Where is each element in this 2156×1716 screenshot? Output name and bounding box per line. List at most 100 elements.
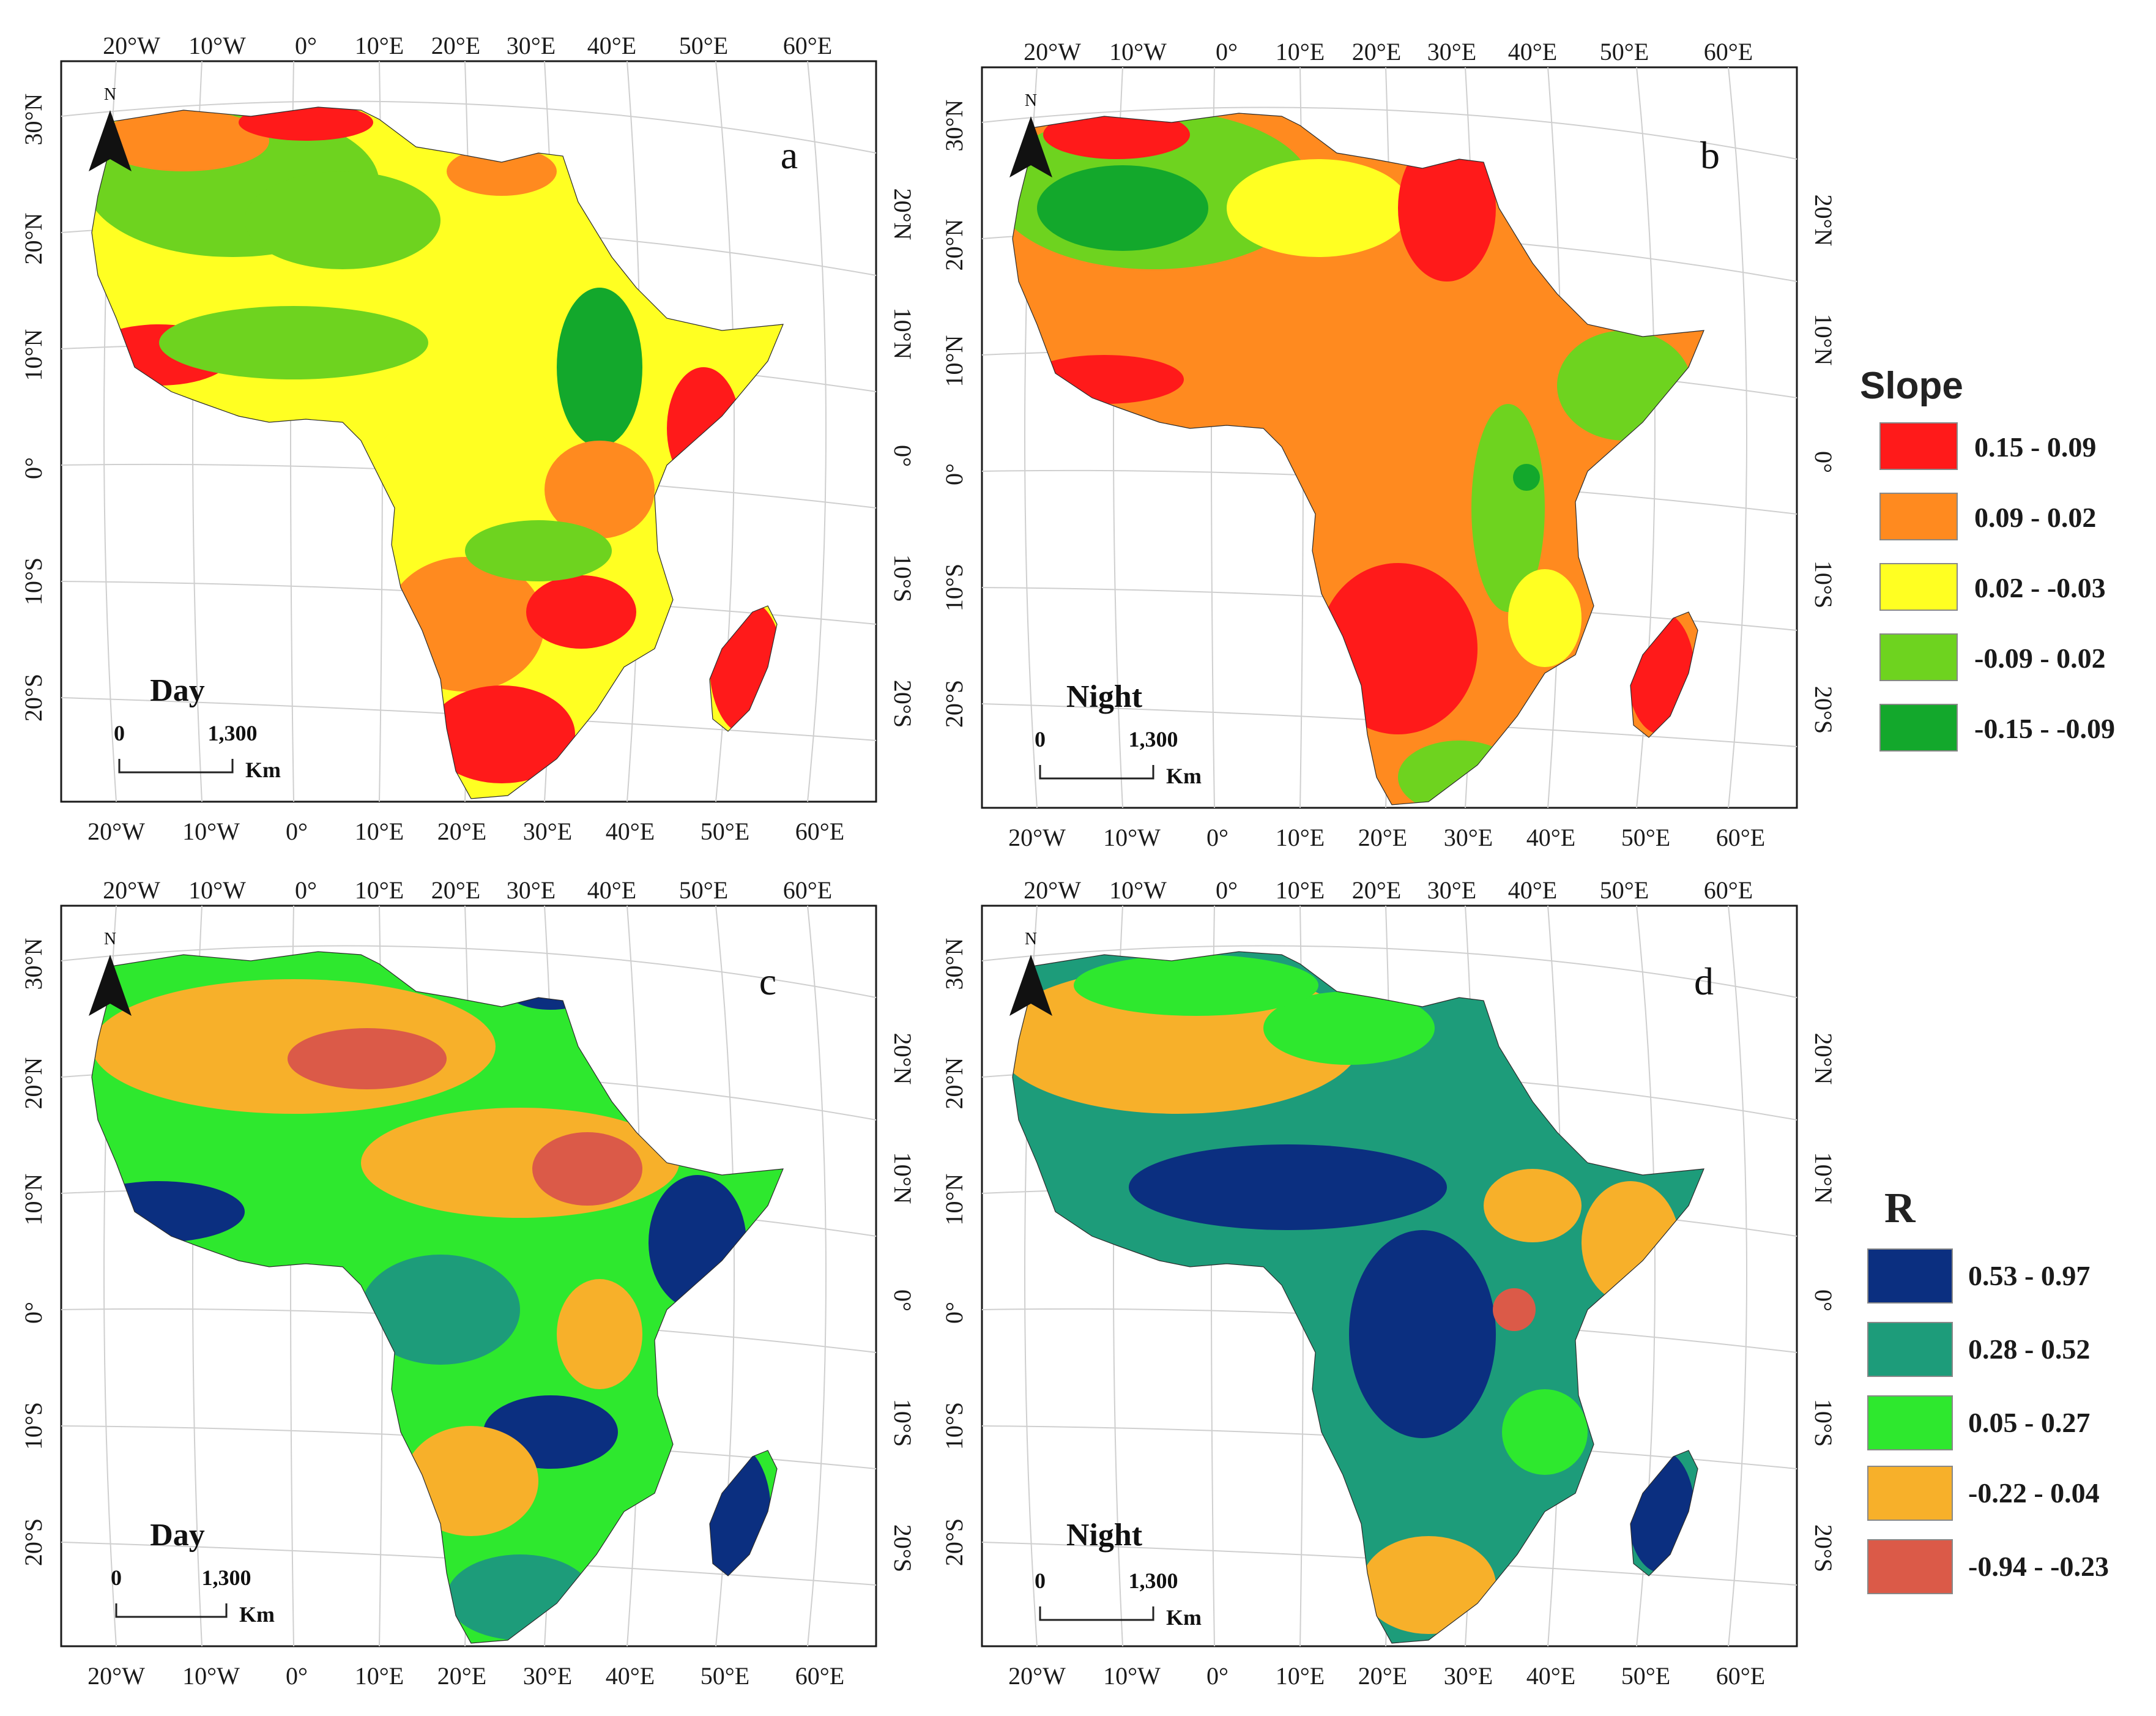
legend-swatch bbox=[1867, 1248, 1953, 1304]
tick-label: 20°W bbox=[103, 32, 160, 59]
legend-swatch bbox=[1867, 1466, 1953, 1521]
tick-label: 20°S bbox=[20, 1518, 47, 1566]
tick-label: 10°W bbox=[1109, 38, 1167, 65]
right-tick-labels: 20°N 10°N 0° 10°S 20°S bbox=[889, 188, 916, 728]
raster-patch bbox=[404, 1426, 538, 1536]
tick-label: 20°E bbox=[431, 32, 480, 59]
top-tick-labels: 20°W 10°W 0° 10°E 20°E 30°E 40°E 50°E 60°E bbox=[103, 876, 832, 904]
legend-label: -0.22 - 0.04 bbox=[1968, 1477, 2100, 1509]
tick-label: 20°W bbox=[1024, 876, 1081, 904]
tick-label: 20°E bbox=[1352, 876, 1401, 904]
tick-label: 60°E bbox=[1716, 824, 1765, 851]
top-tick-labels: 20°W 10°W 0° 10°E 20°E 30°E 40°E 50°E 60°E bbox=[1024, 38, 1753, 65]
tick-label: 0° bbox=[286, 1662, 308, 1690]
tick-label: 30°E bbox=[1444, 824, 1493, 851]
tick-label: 20°W bbox=[1008, 824, 1066, 851]
scale-distance: 1,300 bbox=[1129, 727, 1178, 752]
tick-label: 10°W bbox=[182, 1662, 240, 1690]
map-panel-a: 20°W 10°W 0° 10°E 20°E 30°E 40°E 50°E 60°E 20°W 1… bbox=[0, 0, 916, 857]
tick-label: 0° bbox=[1216, 38, 1238, 65]
tick-label: 10°E bbox=[1276, 38, 1325, 65]
tick-label: 20°S bbox=[1810, 686, 1837, 734]
raster-patch bbox=[1502, 1389, 1588, 1475]
tick-label: 10°E bbox=[355, 1662, 404, 1690]
left-tick-labels: 30°N 20°N 10°N 0° 10°S 20°S bbox=[940, 938, 968, 1567]
scale-unit: Km bbox=[1166, 764, 1202, 788]
tick-label: 10°N bbox=[940, 335, 968, 387]
tick-label: 40°E bbox=[587, 32, 636, 59]
tick-label: 0° bbox=[1810, 1289, 1837, 1311]
north-arrow: N bbox=[1009, 91, 1052, 177]
tick-label: 50°E bbox=[701, 818, 749, 845]
legend-swatch bbox=[1879, 704, 1958, 752]
right-tick-labels: 20°N 10°N 0° 10°S 20°S bbox=[889, 1033, 916, 1573]
period-label: Day bbox=[150, 1518, 205, 1553]
map-d-svg: 20°W 10°W 0° 10°E 20°E 30°E 40°E 50°E 60°E 20°W 1… bbox=[940, 876, 1837, 1690]
legend-swatch bbox=[1867, 1395, 1953, 1450]
tick-label: 30°E bbox=[1427, 876, 1476, 904]
north-arrow-label: N bbox=[1025, 91, 1037, 110]
scale-distance: 1,300 bbox=[208, 721, 258, 745]
left-tick-labels: 30°N 20°N 10°N 0° 10°S 20°S bbox=[20, 938, 47, 1567]
tick-label: 60°E bbox=[1716, 1662, 1765, 1690]
north-arrow: N bbox=[1009, 930, 1052, 1016]
tick-label: 40°E bbox=[606, 1662, 655, 1690]
raster-patch bbox=[1513, 464, 1540, 491]
tick-label: 60°E bbox=[783, 876, 832, 904]
scale-bar-line bbox=[1039, 1606, 1154, 1621]
raster-patch bbox=[1484, 1169, 1582, 1242]
right-tick-labels: 20°N 10°N 0° 10°S 20°S bbox=[1810, 195, 1837, 734]
tick-label: 30°E bbox=[523, 1662, 572, 1690]
tick-label: 0° bbox=[1206, 824, 1229, 851]
tick-label: 20°W bbox=[87, 1662, 145, 1690]
top-tick-labels: 20°W 10°W 0° 10°E 20°E 30°E 40°E 50°E 60°E bbox=[103, 32, 832, 59]
scale-unit: Km bbox=[245, 758, 281, 782]
raster-patch bbox=[245, 171, 440, 269]
tick-label: 20°N bbox=[1810, 195, 1837, 247]
tick-label: 60°E bbox=[1704, 38, 1753, 65]
tick-label: 60°E bbox=[795, 1662, 844, 1690]
tick-label: 40°E bbox=[1526, 1662, 1575, 1690]
tick-label: 30°E bbox=[1427, 38, 1476, 65]
north-arrow-label: N bbox=[104, 930, 116, 949]
tick-label: 10°N bbox=[1810, 1152, 1837, 1204]
tick-label: 0° bbox=[20, 1302, 47, 1324]
raster-patch bbox=[428, 685, 575, 783]
tick-label: 20°E bbox=[1358, 1662, 1407, 1690]
tick-label: 10°N bbox=[889, 1152, 916, 1204]
tick-label: 10°S bbox=[20, 1402, 47, 1450]
scale-bar: 0 1,300 Km bbox=[1035, 1569, 1202, 1630]
scale-distance: 1,300 bbox=[1129, 1569, 1178, 1593]
legend-title: Slope bbox=[1860, 365, 1963, 407]
tick-label: 40°E bbox=[1526, 824, 1575, 851]
bottom-tick-labels: 20°W 10°W 0° 10°E 20°E 30°E 40°E 50°E 60°E bbox=[87, 818, 844, 845]
tick-label: 20°N bbox=[20, 213, 47, 265]
map-panel-b: 20°W 10°W 0° 10°E 20°E 30°E 40°E 50°E 60°E 20°W 1… bbox=[921, 6, 1837, 863]
north-arrow-icon bbox=[89, 110, 132, 171]
scale-unit: Km bbox=[239, 1602, 275, 1627]
legend-slope: Slope 0.15 - 0.09 0.09 - 0.02 0.02 - -0.… bbox=[1860, 364, 2154, 768]
tick-label: 30°N bbox=[940, 938, 968, 990]
legend-title: R bbox=[1884, 1185, 1916, 1232]
raster-patch bbox=[1043, 113, 1190, 159]
raster-patch bbox=[1129, 1144, 1447, 1230]
north-arrow: N bbox=[89, 930, 132, 1016]
legend-label: 0.53 - 0.97 bbox=[1968, 1260, 2091, 1291]
bottom-tick-labels: 20°W 10°W 0° 10°E 20°E 30°E 40°E 50°E 60°E bbox=[1008, 1662, 1765, 1690]
tick-label: 40°E bbox=[1508, 38, 1557, 65]
scale-zero: 0 bbox=[1035, 1569, 1046, 1593]
scale-unit: Km bbox=[1166, 1605, 1202, 1630]
tick-label: 0° bbox=[889, 445, 916, 467]
tick-label: 10°S bbox=[1810, 1399, 1837, 1447]
tick-label: 50°E bbox=[1600, 876, 1649, 904]
bottom-tick-labels: 20°W 10°W 0° 10°E 20°E 30°E 40°E 50°E 60°E bbox=[87, 1662, 844, 1690]
tick-label: 10°N bbox=[20, 1174, 47, 1226]
tick-label: 20°W bbox=[87, 818, 145, 845]
tick-label: 30°E bbox=[1444, 1662, 1493, 1690]
north-arrow: N bbox=[89, 85, 132, 171]
tick-label: 0° bbox=[286, 818, 308, 845]
tick-label: 20°N bbox=[889, 188, 916, 241]
north-arrow-icon bbox=[1009, 955, 1052, 1016]
raster-patch bbox=[373, 410, 557, 520]
legend-label: 0.09 - 0.02 bbox=[1974, 502, 2097, 533]
